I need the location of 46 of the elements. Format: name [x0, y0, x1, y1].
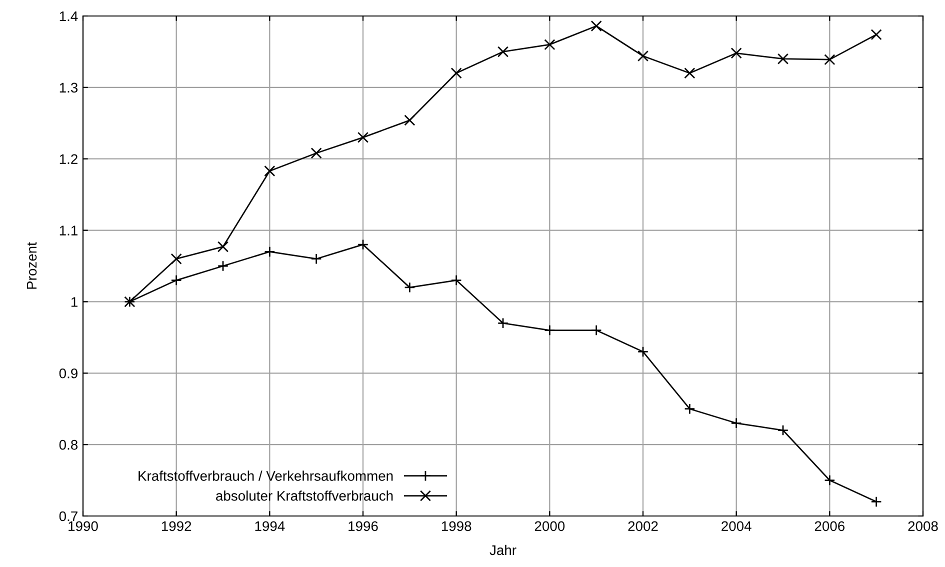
x-tick-label: 2000: [534, 521, 565, 532]
y-tick-label: 1: [71, 297, 78, 307]
x-tick-label: 1998: [442, 521, 472, 532]
legend-label: Kraftstoffverbrauch / Verkehrsaufkommen: [138, 470, 393, 481]
point: [870, 496, 882, 508]
x-tick-label: 2002: [628, 521, 658, 532]
point: [404, 114, 416, 126]
legend-label: absoluter Kraftstoffverbrauch: [216, 490, 393, 501]
x-axis-title: Jahr: [490, 544, 516, 556]
y-tick-label: 1.3: [60, 82, 78, 93]
point: [357, 239, 369, 250]
point: [497, 46, 509, 58]
x-tick-label: 1992: [162, 521, 192, 532]
point: [217, 241, 229, 252]
point: [264, 165, 276, 177]
point: [590, 20, 602, 32]
x-tick-label: 2006: [814, 521, 845, 532]
point: [777, 53, 789, 64]
point: [730, 48, 742, 59]
x-tick-label: 2008: [908, 521, 938, 532]
point: [357, 132, 369, 143]
point: [404, 282, 416, 293]
x-tick-label: 1990: [68, 521, 98, 532]
point: [684, 403, 696, 414]
x-tick-label: 1994: [255, 521, 285, 532]
y-axis-title: Prozent: [26, 242, 37, 289]
point: [637, 346, 649, 358]
y-tick-label: 0.7: [59, 511, 78, 522]
point: [217, 260, 229, 272]
x-tick-label: 2004: [722, 521, 752, 532]
x-tick-label: 1996: [348, 521, 378, 532]
y-tick-label: 1.1: [60, 226, 78, 236]
point: [544, 39, 556, 50]
point: [684, 68, 696, 79]
point: [870, 29, 882, 40]
point: [310, 148, 322, 159]
y-tick-label: 0.8: [59, 440, 78, 450]
y-tick-label: 1.2: [60, 154, 78, 164]
point: [170, 274, 182, 286]
point: [824, 54, 836, 66]
point: [450, 68, 462, 79]
y-tick-label: 1.4: [60, 11, 78, 22]
point: [824, 474, 836, 486]
point: [637, 50, 649, 62]
point: [170, 253, 182, 264]
y-tick-label: 0.9: [59, 368, 78, 378]
